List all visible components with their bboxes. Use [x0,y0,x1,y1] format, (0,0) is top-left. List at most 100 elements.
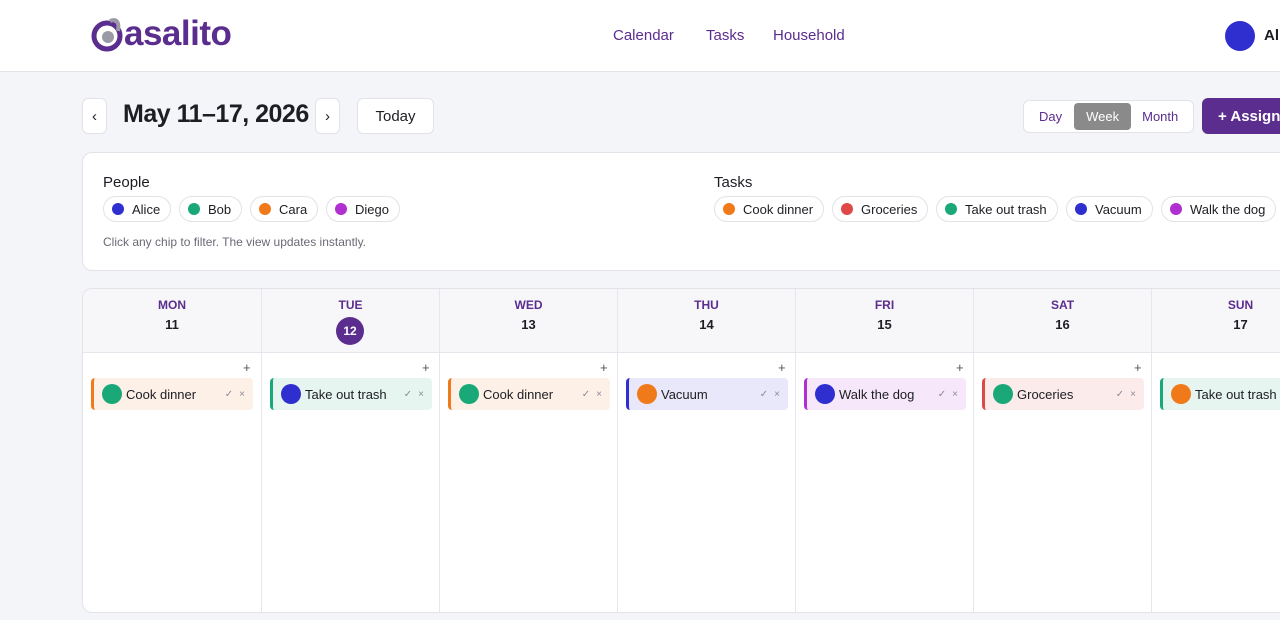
date: 15 [877,317,892,332]
prev-button[interactable]: ‹ [82,98,107,134]
done-button[interactable]: ✓ [1115,388,1125,400]
logo-mark [91,18,123,52]
day-column: MON 11 + Cook dinner ✓ × [83,289,261,612]
view-button[interactable]: Day [1039,109,1063,124]
done-button[interactable]: ✓ [759,388,769,400]
filter-chip[interactable]: Bob [179,196,243,222]
chip-label: Vacuum [1095,201,1142,217]
nav-link[interactable]: Household [773,27,845,44]
weekday: FRI [874,298,895,312]
date-range: May 11–17, 2026 [123,100,309,128]
done-button[interactable]: ✓ [403,388,413,400]
event-avatar [281,384,301,404]
event[interactable]: Vacuum ✓ × [626,378,788,410]
event[interactable]: Take out trash✓× [1160,378,1280,410]
nav-link[interactable]: Tasks [706,27,745,44]
section-title: Tasks [714,174,753,191]
filter-chip[interactable]: Alice [103,196,172,222]
date: 16 [1055,317,1070,332]
done-button[interactable]: ✓ [224,388,234,400]
day-column: THU 14 + Vacuum ✓ × [617,289,795,612]
view-button[interactable]: Week [1074,103,1132,130]
chip-label: Bob [208,201,232,217]
filter-chip[interactable]: Take out trash [936,196,1058,222]
weekday: THU [694,298,719,312]
weekday: MON [158,298,186,312]
today-button[interactable]: Today [357,98,434,134]
add-button[interactable]: + [956,360,964,375]
user-name[interactable]: Ali [1264,27,1280,44]
event-avatar [459,384,479,404]
filter-chip[interactable]: Cara [250,196,319,222]
weekday: WED [514,298,543,312]
chip-dot [188,203,200,215]
weekday: SUN [1227,298,1254,312]
chip-dot [1075,203,1087,215]
done-button[interactable]: ✓ [937,388,947,400]
filter-card: People Alice Bob Cara Diego Tasks Cook dinner G… [82,152,1280,271]
section-title: People [103,174,150,191]
chip-dot [723,203,735,215]
logo[interactable]: asalito [124,14,232,53]
user-avatar[interactable] [1225,21,1255,51]
filter-chip[interactable]: Walk the dog [1161,196,1277,222]
event-task: Cook dinner [126,386,197,402]
weekday: TUE [338,298,363,312]
event-task: Groceries [1017,386,1074,402]
chip-dot [945,203,957,215]
date: 14 [699,317,714,332]
filter-chip[interactable]: Diego [326,196,400,222]
view-button[interactable]: Month [1142,109,1179,124]
date: 11 [165,317,179,332]
chip-label: Cara [279,201,308,217]
filter-chip[interactable]: Vacuum [1066,196,1153,222]
chip-label: Diego [355,201,389,217]
event[interactable]: Cook dinner ✓ × [448,378,610,410]
remove-button[interactable]: × [1130,388,1136,400]
calendar-header [83,289,1280,353]
chip-dot [841,203,853,215]
add-button[interactable]: + [600,360,608,375]
event-avatar [637,384,657,404]
add-button[interactable]: + [778,360,786,375]
event[interactable]: Take out trash ✓ × [270,378,432,410]
event[interactable]: Cook dinner ✓ × [91,378,253,410]
event-avatar [102,384,122,404]
chip-dot [335,203,347,215]
filter-chip[interactable]: Cook dinner [714,196,825,222]
calendar: MON 11 + Cook dinner ✓ × TUE 12 + Take out trash ✓… [82,288,1280,613]
event-avatar [1171,384,1191,404]
view-switcher: Day Week Month [1023,100,1194,133]
add-button[interactable]: + [1134,360,1142,375]
chip-dot [259,203,271,215]
event-task: Walk the dog [839,386,915,402]
event[interactable]: Walk the dog ✓ × [804,378,966,410]
event-task: Vacuum [661,386,708,402]
filter-chip[interactable]: Groceries [832,196,929,222]
filter-hint: Click any chip to filter. The view updat… [103,235,367,249]
header: asalito Ali Calendar Tasks Household [0,0,1280,72]
event-avatar [993,384,1013,404]
remove-button[interactable]: × [239,388,245,400]
chip-dot [112,203,124,215]
event[interactable]: Groceries ✓ × [982,378,1144,410]
done-button[interactable]: ✓ [581,388,591,400]
event-task: Cook dinner [483,386,554,402]
chip-label: Take out trash [965,201,1047,217]
assign-button[interactable]: + Assign [1202,98,1280,134]
day-column: FRI 15 + Walk the dog ✓ × [795,289,973,612]
add-button[interactable]: + [243,360,251,375]
remove-button[interactable]: × [774,388,780,400]
remove-button[interactable]: × [418,388,424,400]
remove-button[interactable]: × [596,388,602,400]
chip-label: Cook dinner [743,201,814,217]
day-column: TUE 12 + Take out trash ✓ × [261,289,439,612]
nav-link[interactable]: Calendar [613,27,674,44]
today-badge: 12 [336,317,364,345]
add-button[interactable]: + [422,360,430,375]
event-task: Take out trash [305,386,387,402]
remove-button[interactable]: × [952,388,958,400]
next-button[interactable]: › [315,98,340,134]
